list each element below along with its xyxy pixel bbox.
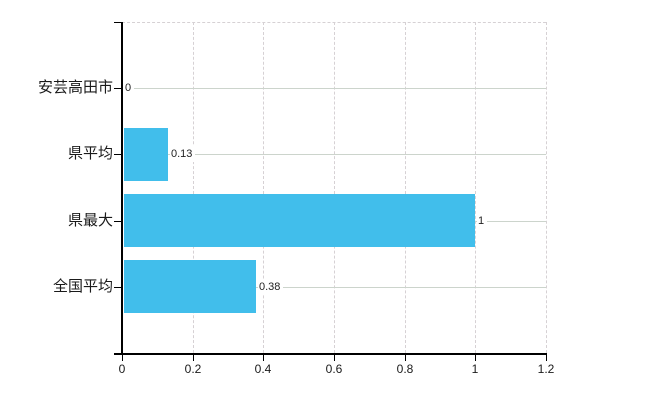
y-axis-tick — [114, 154, 121, 155]
bar — [124, 128, 168, 181]
x-axis-tick — [122, 355, 123, 361]
x-axis-tick — [334, 355, 335, 361]
value-label: 1 — [477, 213, 488, 229]
value-label: 0.13 — [170, 146, 196, 162]
vertical-gridline — [334, 22, 335, 353]
bar — [124, 194, 475, 247]
y-axis-tick — [114, 287, 121, 288]
category-label: 県最大 — [67, 212, 113, 229]
x-tick-label: 0.4 — [254, 362, 272, 376]
x-tick-label: 0.8 — [396, 362, 414, 376]
x-tick-label: 1 — [471, 362, 479, 376]
x-axis-tick — [546, 355, 547, 361]
y-axis-line — [121, 22, 123, 353]
y-axis-tick — [114, 88, 121, 89]
vertical-gridline — [546, 22, 547, 353]
x-axis-tick — [475, 355, 476, 361]
value-label: 0.38 — [258, 279, 284, 295]
x-tick-label: 0 — [118, 362, 126, 376]
horizontal-gridline — [124, 88, 546, 89]
y-axis-tick — [114, 221, 121, 222]
x-axis-line — [114, 353, 547, 355]
vertical-gridline — [405, 22, 406, 353]
horizontal-gridline — [124, 287, 546, 288]
vertical-gridline — [263, 22, 264, 353]
x-tick-label: 0.2 — [184, 362, 202, 376]
x-tick-label: 0.6 — [325, 362, 343, 376]
value-label: 0 — [124, 80, 135, 96]
y-axis-tick — [114, 22, 121, 23]
x-tick-label: 1.2 — [537, 362, 555, 376]
horizontal-gridline — [124, 154, 546, 155]
category-label: 安芸高田市 — [37, 79, 113, 96]
bar — [124, 260, 256, 313]
vertical-gridline — [475, 22, 476, 353]
category-label: 全国平均 — [52, 278, 113, 295]
category-label: 県平均 — [67, 145, 113, 162]
x-axis-tick — [193, 355, 194, 361]
x-axis-tick — [263, 355, 264, 361]
vertical-gridline — [193, 22, 194, 353]
x-axis-tick — [405, 355, 406, 361]
